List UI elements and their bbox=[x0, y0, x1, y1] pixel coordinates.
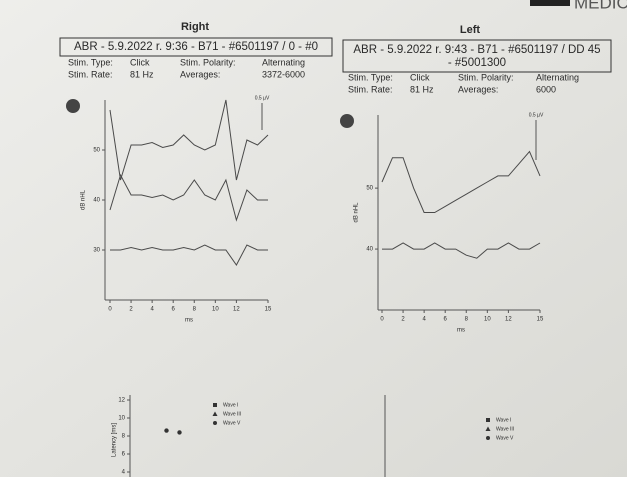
legend-label: Wave V bbox=[223, 420, 241, 426]
panel-title: Right bbox=[181, 21, 209, 33]
y-axis-label: dB nHL bbox=[354, 202, 360, 223]
point bbox=[164, 428, 168, 432]
scale-label: 0.5 µV bbox=[255, 95, 270, 101]
legend-label: Wave III bbox=[223, 411, 241, 417]
x-axis-label: ms bbox=[457, 328, 465, 334]
y-axis-label: Latency [ms] bbox=[112, 423, 118, 457]
stim-field: Averages: bbox=[458, 84, 498, 94]
legend-marker bbox=[486, 418, 490, 422]
brand: MEDICAL bbox=[574, 0, 627, 12]
legend-marker bbox=[486, 436, 490, 440]
stim-field: Click bbox=[410, 72, 430, 82]
y-tick-label: 30 bbox=[93, 248, 100, 254]
x-tick-label: 10 bbox=[212, 307, 219, 313]
stim-field: 3372-6000 bbox=[262, 69, 305, 79]
ear-icon bbox=[66, 99, 80, 113]
stim-field: Click bbox=[130, 57, 150, 67]
x-axis-label: ms bbox=[185, 318, 193, 324]
y-tick-label: 10 bbox=[118, 416, 125, 422]
legend-label: Wave III bbox=[496, 426, 514, 432]
x-tick-label: 10 bbox=[484, 317, 491, 323]
stim-field: Alternating bbox=[262, 57, 305, 67]
report: MEDICAL Right ABR - 5.9.2022 r. 9:36 - B… bbox=[0, 0, 627, 477]
point bbox=[177, 430, 181, 434]
logo-bar bbox=[530, 0, 570, 6]
y-tick-label: 50 bbox=[93, 148, 100, 154]
x-tick-label: 12 bbox=[505, 317, 512, 323]
stim-field: 6000 bbox=[536, 84, 556, 94]
y-axis-label: dB nHL bbox=[81, 189, 87, 210]
stim-field: Stim. Rate: bbox=[68, 69, 113, 79]
stim-field: Stim. Type: bbox=[348, 72, 393, 82]
legend-label: Wave I bbox=[223, 402, 238, 408]
panel-title: Left bbox=[460, 24, 481, 36]
legend-marker bbox=[213, 421, 217, 425]
y-tick-label: 40 bbox=[93, 198, 100, 204]
y-tick-label: 12 bbox=[118, 398, 125, 404]
stim-field: Alternating bbox=[536, 72, 579, 82]
x-tick-label: 15 bbox=[265, 307, 272, 313]
stim-field: Stim. Polarity: bbox=[180, 57, 236, 67]
record: ABR - 5.9.2022 r. 9:36 - B71 - #6501197 … bbox=[74, 41, 318, 53]
stim-field: Stim. Type: bbox=[68, 57, 113, 67]
stim-field: Stim. Polarity: bbox=[458, 72, 514, 82]
record: ABR - 5.9.2022 r. 9:43 - B71 - #6501197 … bbox=[353, 44, 600, 56]
x-tick-label: 12 bbox=[233, 307, 240, 313]
stim-field: 81 Hz bbox=[410, 84, 434, 94]
record: - #5001300 bbox=[448, 57, 506, 69]
legend-marker bbox=[213, 403, 217, 407]
x-tick-label: 15 bbox=[537, 317, 544, 323]
stim-field: 81 Hz bbox=[130, 69, 154, 79]
page: MEDICAL Right ABR - 5.9.2022 r. 9:36 - B… bbox=[0, 0, 627, 477]
legend-label: Wave V bbox=[496, 435, 514, 441]
y-tick-label: 40 bbox=[366, 247, 373, 253]
stim-field: Stim. Rate: bbox=[348, 84, 393, 94]
scale-label: 0.5 µV bbox=[529, 112, 544, 118]
legend-label: Wave I bbox=[496, 417, 511, 423]
ear-icon bbox=[340, 114, 354, 128]
y-tick-label: 50 bbox=[366, 186, 373, 192]
stim-field: Averages: bbox=[180, 69, 220, 79]
